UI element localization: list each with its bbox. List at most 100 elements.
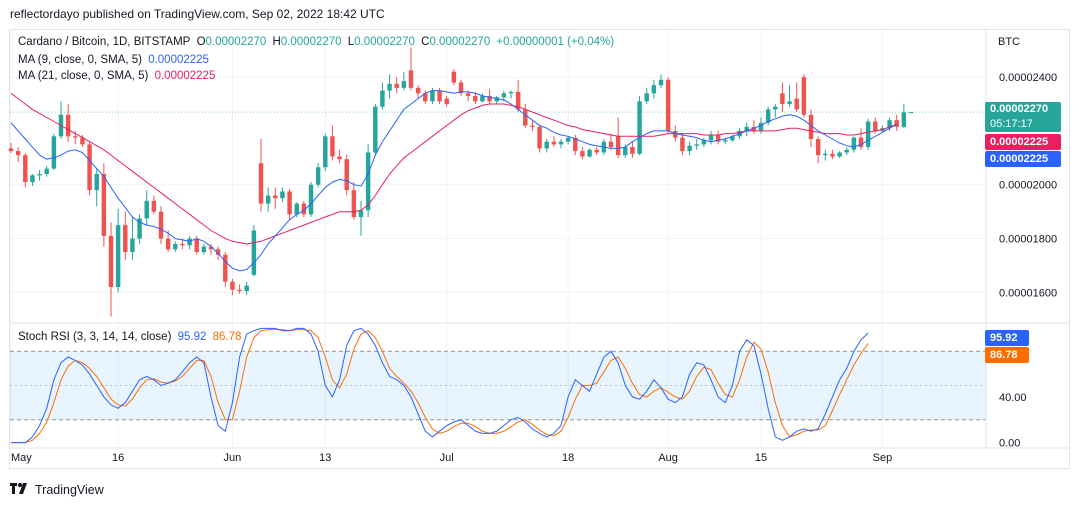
candle-body — [673, 130, 678, 138]
candle-body — [165, 238, 171, 250]
candle-body — [537, 126, 542, 149]
candle-body — [15, 151, 21, 156]
time-tick-label: 18 — [562, 452, 574, 464]
candle-body — [237, 289, 242, 292]
candle-body — [180, 243, 185, 246]
candle-body — [65, 114, 71, 137]
candle-body — [87, 144, 92, 191]
candle-body — [580, 151, 585, 157]
ma9-legend[interactable]: MA (9, close, 0, SMA, 5) 0.00002225 — [18, 54, 212, 66]
close-value: 0.00002270 — [429, 36, 491, 48]
stoch-k-line — [11, 327, 869, 444]
candle-body — [680, 137, 685, 152]
last-price-label: 0.00002270 05:17:17 — [985, 102, 1061, 132]
candle-body — [858, 137, 864, 148]
stoch-d-axis-label: 86.78 — [985, 347, 1029, 363]
candle-body — [687, 145, 692, 152]
candle-body — [344, 159, 349, 191]
candle-body — [208, 246, 214, 250]
candle-body — [380, 90, 385, 107]
candle-body — [815, 138, 821, 156]
time-tick-label: Aug — [658, 452, 678, 464]
candle-body — [215, 249, 221, 255]
candle-body — [615, 136, 621, 156]
candle-body — [130, 238, 135, 253]
candle-body — [780, 93, 785, 105]
candle-body — [751, 126, 757, 131]
stoch-k-legend-value: 95.92 — [177, 331, 207, 343]
change-value: +0.00000001 (+0.04%) — [496, 36, 615, 48]
candle-body — [294, 203, 299, 215]
high-label: H — [272, 36, 281, 48]
price-tick-label: 0.00001800 — [999, 234, 1057, 246]
candle-body — [280, 191, 285, 199]
open-value: 0.00002270 — [205, 36, 267, 48]
candle-body — [394, 83, 399, 88]
axes-layer: 0.00002400 0.00002000 0.00001800 0.00001600… — [10, 30, 1069, 464]
candle-body — [651, 85, 657, 94]
open-label: O — [196, 36, 206, 48]
ma9-price-label: 0.00002225 — [985, 151, 1061, 167]
candle-body — [158, 211, 164, 239]
ma9-legend-label: MA (9, close, 0, SMA, 5) — [18, 54, 142, 66]
candle-body — [837, 152, 842, 157]
candle-body — [358, 210, 364, 218]
candle-body — [308, 184, 314, 215]
candle-body — [873, 121, 878, 131]
candle-body — [494, 97, 499, 102]
candle-body — [658, 79, 664, 86]
ma21-line — [10, 92, 897, 245]
candle-body — [694, 144, 699, 146]
symbol-label[interactable]: Cardano / Bitcoin, 1D, BITSTAMP — [18, 36, 191, 48]
candle-body — [244, 285, 249, 292]
candle-body — [430, 90, 435, 102]
candle-body — [73, 136, 78, 138]
time-tick-label: Jun — [224, 452, 242, 464]
candle-body — [830, 153, 835, 157]
candle-body — [865, 121, 871, 148]
publish-info: reflectordayo published on TradingView.c… — [10, 7, 385, 21]
candle-body — [301, 203, 307, 215]
ma21-price-label: 0.00002225 — [985, 134, 1061, 150]
candle-body — [844, 149, 849, 153]
ma21-legend[interactable]: MA (21, close, 0, SMA, 5) 0.00002225 — [18, 70, 218, 82]
candle-body — [401, 81, 407, 88]
candle-body — [744, 126, 749, 131]
time-tick-label: 16 — [112, 452, 124, 464]
stoch-tick-label: 40.00 — [999, 392, 1027, 404]
candle-body — [551, 141, 557, 145]
candle-body — [787, 101, 792, 105]
candle-body — [594, 149, 599, 153]
candle-body — [573, 137, 578, 152]
candle-body — [44, 168, 49, 174]
candle-body — [887, 120, 892, 129]
candle-body — [287, 191, 292, 215]
candle-body — [473, 95, 478, 102]
candle-body — [730, 136, 735, 141]
candle-body — [151, 200, 157, 212]
candle-body — [530, 125, 535, 127]
stoch-tick-label: 0.00 — [999, 438, 1020, 450]
candle-body — [51, 136, 57, 169]
candle-body — [223, 254, 228, 282]
candle-body — [808, 114, 814, 139]
candle-body — [115, 225, 121, 288]
stoch-rsi-layer — [10, 327, 986, 444]
time-tick-label: 13 — [319, 452, 331, 464]
footer-brand[interactable]: TradingView — [10, 482, 104, 497]
candle-body — [80, 137, 85, 145]
currency-label: BTC — [998, 36, 1020, 48]
stoch-k-axis-label: 95.92 — [985, 330, 1029, 346]
stoch-legend[interactable]: Stoch RSI (3, 3, 14, 14, close) 95.92 86… — [18, 331, 244, 343]
time-tick-label: 15 — [755, 452, 767, 464]
low-label: L — [347, 36, 355, 48]
candle-body — [630, 147, 635, 154]
last-price-value: 0.00002270 — [990, 103, 1049, 115]
price-tick-label: 0.00002400 — [999, 72, 1057, 84]
candle-body — [101, 173, 107, 236]
candle-body — [823, 153, 828, 156]
candle-body — [323, 136, 328, 168]
stoch-d-line — [11, 329, 869, 444]
candle-body — [665, 79, 671, 131]
